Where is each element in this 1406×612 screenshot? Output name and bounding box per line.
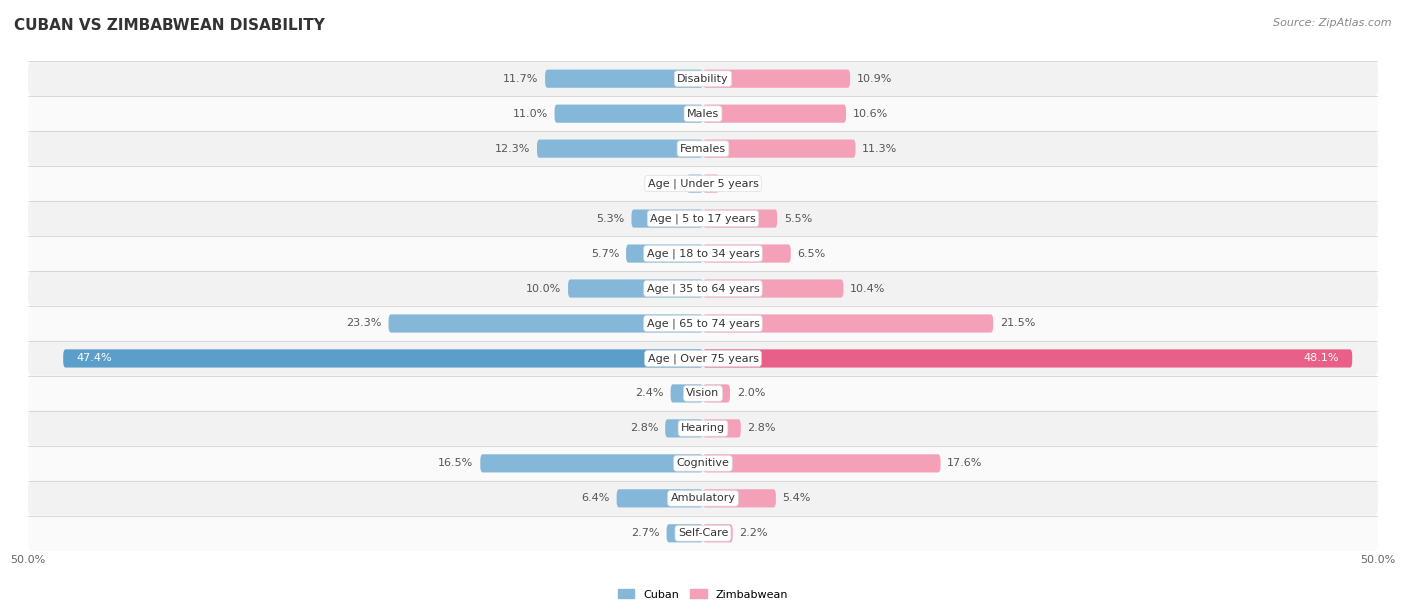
FancyBboxPatch shape <box>703 70 851 88</box>
FancyBboxPatch shape <box>703 140 855 158</box>
Text: CUBAN VS ZIMBABWEAN DISABILITY: CUBAN VS ZIMBABWEAN DISABILITY <box>14 18 325 34</box>
Text: 10.4%: 10.4% <box>851 283 886 294</box>
Text: 2.8%: 2.8% <box>748 424 776 433</box>
Text: 2.8%: 2.8% <box>630 424 658 433</box>
FancyBboxPatch shape <box>686 174 703 193</box>
Text: Self-Care: Self-Care <box>678 528 728 539</box>
Text: 2.4%: 2.4% <box>636 389 664 398</box>
FancyBboxPatch shape <box>617 489 703 507</box>
Text: Vision: Vision <box>686 389 720 398</box>
FancyBboxPatch shape <box>28 341 1378 376</box>
FancyBboxPatch shape <box>28 480 1378 516</box>
Text: 6.4%: 6.4% <box>582 493 610 503</box>
Text: Females: Females <box>681 144 725 154</box>
Text: Age | 5 to 17 years: Age | 5 to 17 years <box>650 214 756 224</box>
FancyBboxPatch shape <box>388 315 703 332</box>
FancyBboxPatch shape <box>626 244 703 263</box>
Text: Males: Males <box>688 109 718 119</box>
Text: 6.5%: 6.5% <box>797 248 825 258</box>
Text: 1.2%: 1.2% <box>725 179 755 188</box>
FancyBboxPatch shape <box>703 419 741 438</box>
Text: 5.5%: 5.5% <box>785 214 813 223</box>
Text: 10.0%: 10.0% <box>526 283 561 294</box>
FancyBboxPatch shape <box>631 209 703 228</box>
FancyBboxPatch shape <box>28 446 1378 481</box>
Text: 12.3%: 12.3% <box>495 144 530 154</box>
Text: 16.5%: 16.5% <box>439 458 474 468</box>
Text: 11.7%: 11.7% <box>503 73 538 84</box>
Text: 1.2%: 1.2% <box>651 179 681 188</box>
FancyBboxPatch shape <box>28 96 1378 132</box>
Text: 10.9%: 10.9% <box>856 73 893 84</box>
Text: 48.1%: 48.1% <box>1303 354 1339 364</box>
Legend: Cuban, Zimbabwean: Cuban, Zimbabwean <box>613 584 793 604</box>
FancyBboxPatch shape <box>554 105 703 123</box>
FancyBboxPatch shape <box>703 280 844 297</box>
Text: 2.7%: 2.7% <box>631 528 659 539</box>
FancyBboxPatch shape <box>703 209 778 228</box>
Text: 47.4%: 47.4% <box>77 354 112 364</box>
FancyBboxPatch shape <box>28 515 1378 551</box>
Text: 11.0%: 11.0% <box>513 109 548 119</box>
Text: Hearing: Hearing <box>681 424 725 433</box>
FancyBboxPatch shape <box>665 419 703 438</box>
FancyBboxPatch shape <box>703 349 1353 368</box>
Text: Age | Over 75 years: Age | Over 75 years <box>648 353 758 364</box>
FancyBboxPatch shape <box>568 280 703 297</box>
Text: 5.3%: 5.3% <box>596 214 624 223</box>
Text: Disability: Disability <box>678 73 728 84</box>
Text: Cognitive: Cognitive <box>676 458 730 468</box>
FancyBboxPatch shape <box>28 131 1378 166</box>
FancyBboxPatch shape <box>537 140 703 158</box>
Text: 21.5%: 21.5% <box>1000 318 1035 329</box>
FancyBboxPatch shape <box>703 524 733 542</box>
Text: Age | Under 5 years: Age | Under 5 years <box>648 178 758 189</box>
Text: Ambulatory: Ambulatory <box>671 493 735 503</box>
FancyBboxPatch shape <box>703 454 941 472</box>
FancyBboxPatch shape <box>63 349 703 368</box>
Text: 17.6%: 17.6% <box>948 458 983 468</box>
Text: 11.3%: 11.3% <box>862 144 897 154</box>
FancyBboxPatch shape <box>481 454 703 472</box>
Text: Source: ZipAtlas.com: Source: ZipAtlas.com <box>1274 18 1392 28</box>
Text: 23.3%: 23.3% <box>346 318 382 329</box>
FancyBboxPatch shape <box>28 61 1378 97</box>
Text: 2.2%: 2.2% <box>740 528 768 539</box>
FancyBboxPatch shape <box>703 384 730 403</box>
FancyBboxPatch shape <box>666 524 703 542</box>
FancyBboxPatch shape <box>546 70 703 88</box>
FancyBboxPatch shape <box>703 244 790 263</box>
Text: Age | 35 to 64 years: Age | 35 to 64 years <box>647 283 759 294</box>
Text: 5.7%: 5.7% <box>591 248 619 258</box>
Text: 5.4%: 5.4% <box>783 493 811 503</box>
FancyBboxPatch shape <box>28 305 1378 341</box>
FancyBboxPatch shape <box>28 411 1378 446</box>
FancyBboxPatch shape <box>703 174 720 193</box>
FancyBboxPatch shape <box>703 105 846 123</box>
FancyBboxPatch shape <box>671 384 703 403</box>
Text: Age | 65 to 74 years: Age | 65 to 74 years <box>647 318 759 329</box>
FancyBboxPatch shape <box>28 236 1378 271</box>
FancyBboxPatch shape <box>703 315 993 332</box>
Text: 10.6%: 10.6% <box>853 109 889 119</box>
FancyBboxPatch shape <box>28 201 1378 236</box>
Text: Age | 18 to 34 years: Age | 18 to 34 years <box>647 248 759 259</box>
FancyBboxPatch shape <box>28 166 1378 201</box>
FancyBboxPatch shape <box>28 271 1378 307</box>
FancyBboxPatch shape <box>703 489 776 507</box>
FancyBboxPatch shape <box>28 376 1378 411</box>
Text: 2.0%: 2.0% <box>737 389 765 398</box>
